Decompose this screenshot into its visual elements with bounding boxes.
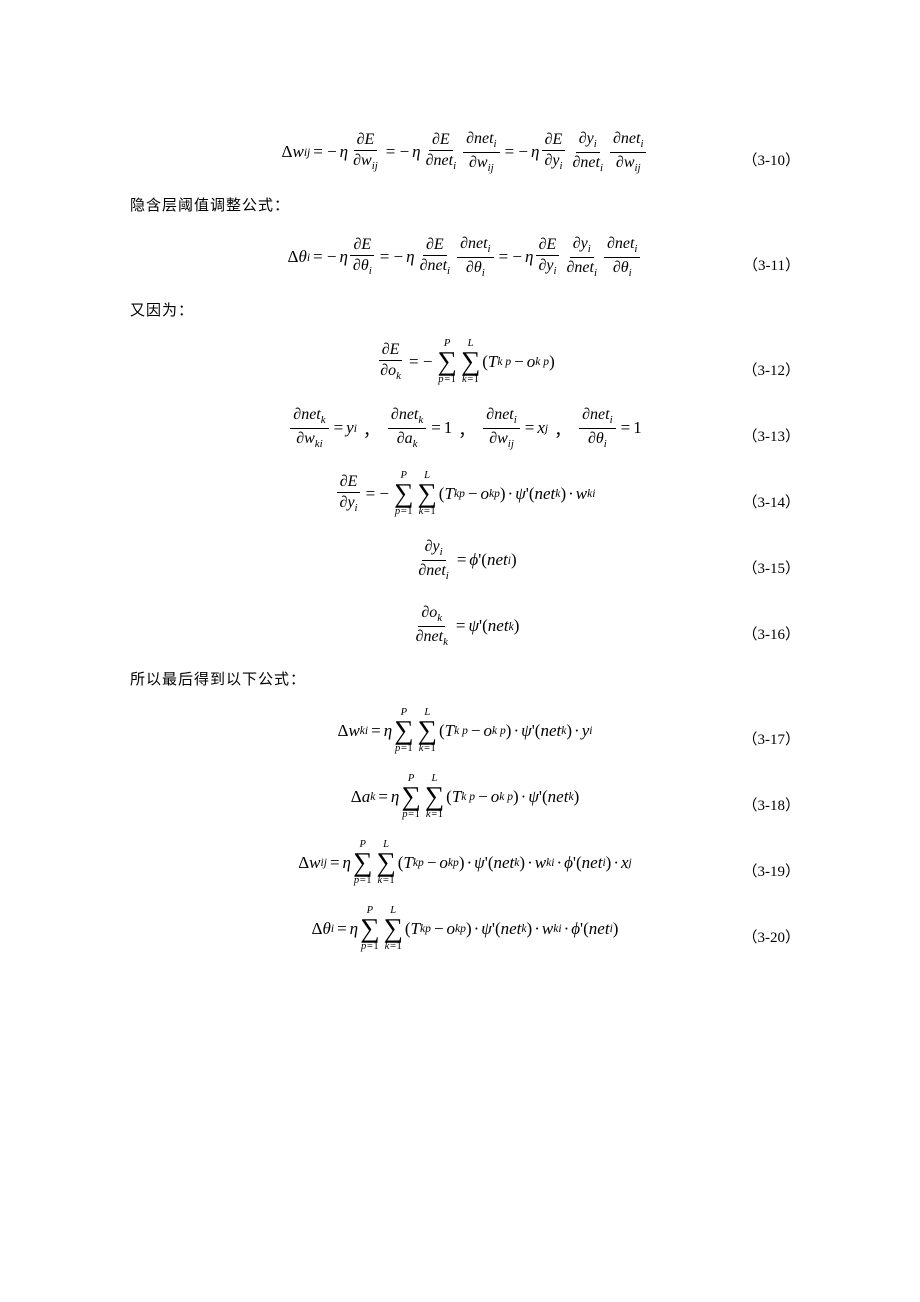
- eq-label-3-15: （3-15）: [743, 557, 801, 578]
- eq-label-3-13: （3-13）: [743, 425, 801, 446]
- equation-3-17: Δwki=η P∑p=1 L∑k=1 (Tk p−ok p)·ψ'(netk)·…: [130, 707, 800, 755]
- eq-label-3-18: （3-18）: [743, 794, 801, 815]
- equation-3-14: ∂E∂yi = − P∑p=1 L∑k=1 (Tkp−okp)·ψ'(netk)…: [130, 470, 800, 518]
- eq-label-3-20: （3-20）: [743, 926, 801, 947]
- equation-3-10: Δwij= −η ∂E∂wij = −η ∂E∂neti ∂neti∂wij =…: [130, 128, 800, 176]
- text-finally: 所以最后得到以下公式：: [130, 668, 800, 689]
- equation-3-19: Δwij=η P∑p=1 L∑k=1 (Tkp−okp)·ψ'(netk)·wk…: [130, 839, 800, 887]
- eq-3-18-math: Δak=η P∑p=1 L∑k=1 (Tk p−ok p)·ψ'(netk): [351, 774, 580, 820]
- document-page: Δwij= −η ∂E∂wij = −η ∂E∂neti ∂neti∂wij =…: [0, 0, 920, 1031]
- eq-label-3-16: （3-16）: [743, 623, 801, 644]
- eq-3-13-math: ∂netk∂wki =yi ， ∂netk∂ak =1 ， ∂neti∂wij …: [288, 406, 641, 451]
- text-hidden-threshold: 隐含层阈值调整公式：: [130, 194, 800, 215]
- eq-3-12-math: ∂E∂ok = − P∑p=1 L∑k=1 (Tk p−ok p): [375, 339, 554, 385]
- text-because: 又因为：: [130, 299, 800, 320]
- eq-3-20-math: Δθi=η P∑p=1 L∑k=1 (Tkp−okp)·ψ'(netk)·wki…: [312, 906, 619, 952]
- eq-3-17-math: Δwki=η P∑p=1 L∑k=1 (Tk p−ok p)·ψ'(netk)·…: [338, 708, 593, 754]
- eq-label-3-19: （3-19）: [743, 860, 801, 881]
- eq-label-3-14: （3-14）: [743, 491, 801, 512]
- eq-3-16-math: ∂ok∂netk =ψ'(netk): [411, 604, 520, 649]
- equation-3-20: Δθi=η P∑p=1 L∑k=1 (Tkp−okp)·ψ'(netk)·wki…: [130, 905, 800, 953]
- equation-3-18: Δak=η P∑p=1 L∑k=1 (Tk p−ok p)·ψ'(netk) （…: [130, 773, 800, 821]
- eq-3-10-math: Δwij= −η ∂E∂wij = −η ∂E∂neti ∂neti∂wij =…: [282, 130, 649, 175]
- eq-label-3-17: （3-17）: [743, 728, 801, 749]
- eq-3-11-math: Δθi= −η ∂E∂θi = −η ∂E∂neti ∂neti∂θi = −η…: [288, 235, 643, 280]
- equation-3-12: ∂E∂ok = − P∑p=1 L∑k=1 (Tk p−ok p) （3-12）: [130, 338, 800, 386]
- equation-3-15: ∂yi∂neti =ϕ'(neti) （3-15）: [130, 536, 800, 584]
- eq-label-3-11: （3-11）: [743, 254, 800, 275]
- equation-3-11: Δθi= −η ∂E∂θi = −η ∂E∂neti ∂neti∂θi = −η…: [130, 233, 800, 281]
- eq-label-3-10: （3-10）: [743, 149, 801, 170]
- eq-3-14-math: ∂E∂yi = − P∑p=1 L∑k=1 (Tkp−okp)·ψ'(netk)…: [335, 471, 596, 517]
- equation-3-16: ∂ok∂netk =ψ'(netk) （3-16）: [130, 602, 800, 650]
- eq-3-19-math: Δwij=η P∑p=1 L∑k=1 (Tkp−okp)·ψ'(netk)·wk…: [298, 840, 632, 886]
- eq-label-3-12: （3-12）: [743, 359, 801, 380]
- eq-3-15-math: ∂yi∂neti =ϕ'(neti): [413, 538, 516, 583]
- equation-3-13: ∂netk∂wki =yi ， ∂netk∂ak =1 ， ∂neti∂wij …: [130, 404, 800, 452]
